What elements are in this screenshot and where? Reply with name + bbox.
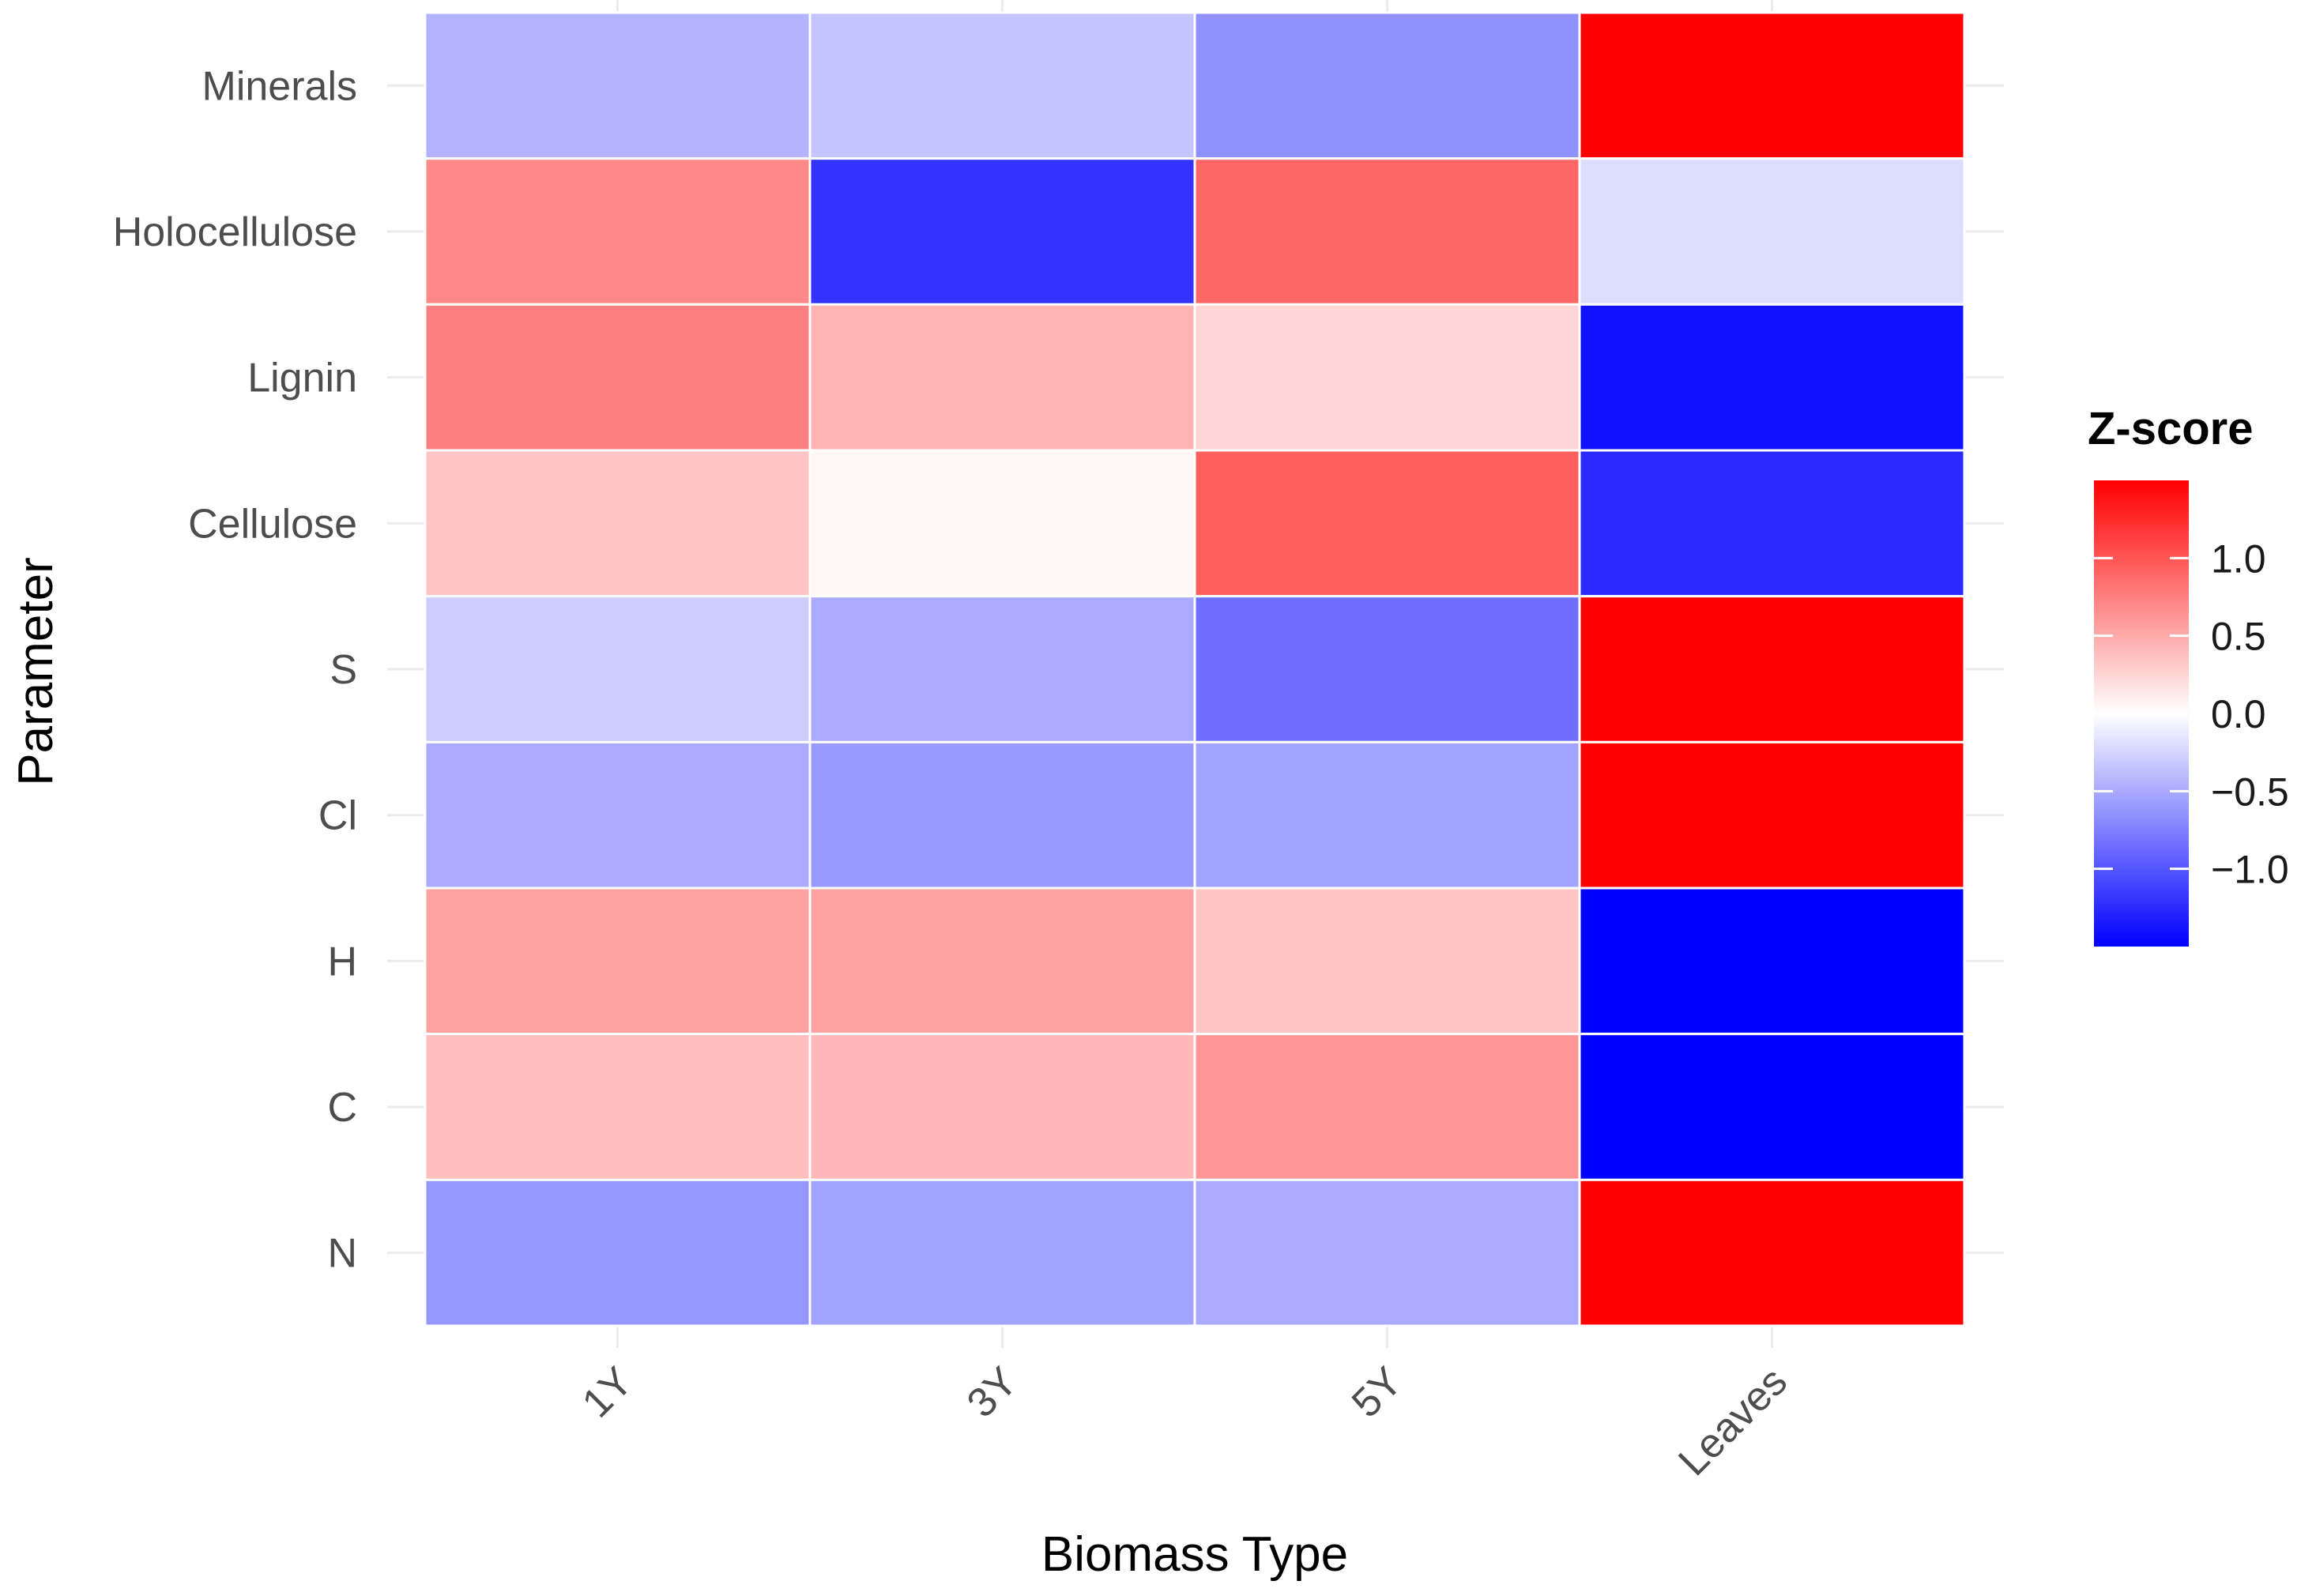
- heatmap-tile-holocellulose-leaves: [1578, 157, 1966, 306]
- heatmap-tile-h-leaves: [1578, 886, 1966, 1036]
- heatmap-tile-holocellulose-1y: [424, 157, 812, 306]
- legend-tick-label: −1.0: [2211, 848, 2289, 892]
- y-tick-label: Holocellulose: [113, 209, 357, 255]
- heatmap-tile-c-5y: [1193, 1033, 1581, 1181]
- heatmap-tile-cellulose-1y: [424, 449, 812, 598]
- y-tick-label: Minerals: [202, 63, 358, 109]
- heatmap-tile-minerals-1y: [424, 11, 812, 160]
- heatmap-tile-n-leaves: [1578, 1178, 1966, 1327]
- heatmap-tile-c-1y: [424, 1033, 812, 1181]
- heatmap-tile-h-3y: [808, 886, 1196, 1036]
- heatmap-tile-minerals-5y: [1193, 11, 1581, 160]
- y-tick-label: S: [330, 647, 357, 693]
- heatmap-tile-s-5y: [1193, 595, 1581, 743]
- heatmap-tile-cl-1y: [424, 740, 812, 890]
- heatmap-tile-c-3y: [808, 1033, 1196, 1181]
- heatmap-tile-s-leaves: [1578, 595, 1966, 743]
- y-tick-label: C: [327, 1085, 357, 1131]
- y-tick-label: Lignin: [247, 356, 357, 401]
- heatmap-tile-cl-leaves: [1578, 740, 1966, 890]
- heatmap-tile-lignin-5y: [1193, 303, 1581, 452]
- heatmap-tile-lignin-1y: [424, 303, 812, 452]
- heatmap-tile-h-1y: [424, 886, 812, 1036]
- y-tick-label: Cl: [318, 793, 357, 839]
- legend: Z-score 1.0 0.5 0.0 −0.5 −1.0: [2088, 403, 2289, 947]
- heatmap-tile-holocellulose-5y: [1193, 157, 1581, 306]
- x-tick-label: Leaves: [1670, 1358, 1796, 1485]
- heatmap-tile-lignin-3y: [808, 303, 1196, 452]
- legend-tick-label: 0.0: [2211, 692, 2266, 736]
- heatmap-tile-lignin-leaves: [1578, 303, 1966, 452]
- heatmap-tile-cellulose-3y: [808, 449, 1196, 598]
- y-tick-labels: Minerals Holocellulose Lignin Cellulose S Cl H…: [113, 63, 357, 1276]
- heatmap-tile-n-1y: [424, 1178, 812, 1327]
- legend-tick-label: −0.5: [2211, 770, 2289, 814]
- y-axis-title: Parameter: [9, 557, 63, 785]
- heatmap-tile-cellulose-leaves: [1578, 449, 1966, 598]
- heatmap-tile-c-leaves: [1578, 1033, 1966, 1181]
- y-tick-label: Cellulose: [188, 501, 357, 547]
- legend-ticks: 1.0 0.5 0.0 −0.5 −1.0: [2094, 536, 2289, 892]
- heatmap-tile-s-1y: [424, 595, 812, 743]
- y-tick-label: N: [327, 1231, 357, 1277]
- heatmap-tile-s-3y: [808, 595, 1196, 743]
- x-tick-label: 3Y: [958, 1358, 1026, 1426]
- legend-tick-label: 1.0: [2211, 536, 2266, 581]
- x-tick-label: 5Y: [1343, 1358, 1411, 1426]
- heatmap-tile-minerals-leaves: [1578, 11, 1966, 160]
- heatmap-tile-minerals-3y: [808, 11, 1196, 160]
- heatmap-tile-n-5y: [1193, 1178, 1581, 1327]
- y-tick-label: H: [327, 939, 357, 984]
- heatmap-tile-cl-3y: [808, 740, 1196, 890]
- heatmap-tile-holocellulose-3y: [808, 157, 1196, 306]
- tile-layer: [424, 11, 1966, 1327]
- heatmap-tile-n-3y: [808, 1178, 1196, 1327]
- heatmap-tile-cellulose-5y: [1193, 449, 1581, 598]
- legend-tick-label: 0.5: [2211, 615, 2266, 659]
- heatmap-tile-cl-5y: [1193, 740, 1581, 890]
- x-tick-labels: 1Y 3Y 5Y Leaves: [574, 1358, 1796, 1485]
- x-tick-label: 1Y: [574, 1358, 642, 1426]
- x-axis-title: Biomass Type: [1041, 1527, 1348, 1582]
- heatmap-tile-h-5y: [1193, 886, 1581, 1036]
- legend-title: Z-score: [2088, 403, 2254, 454]
